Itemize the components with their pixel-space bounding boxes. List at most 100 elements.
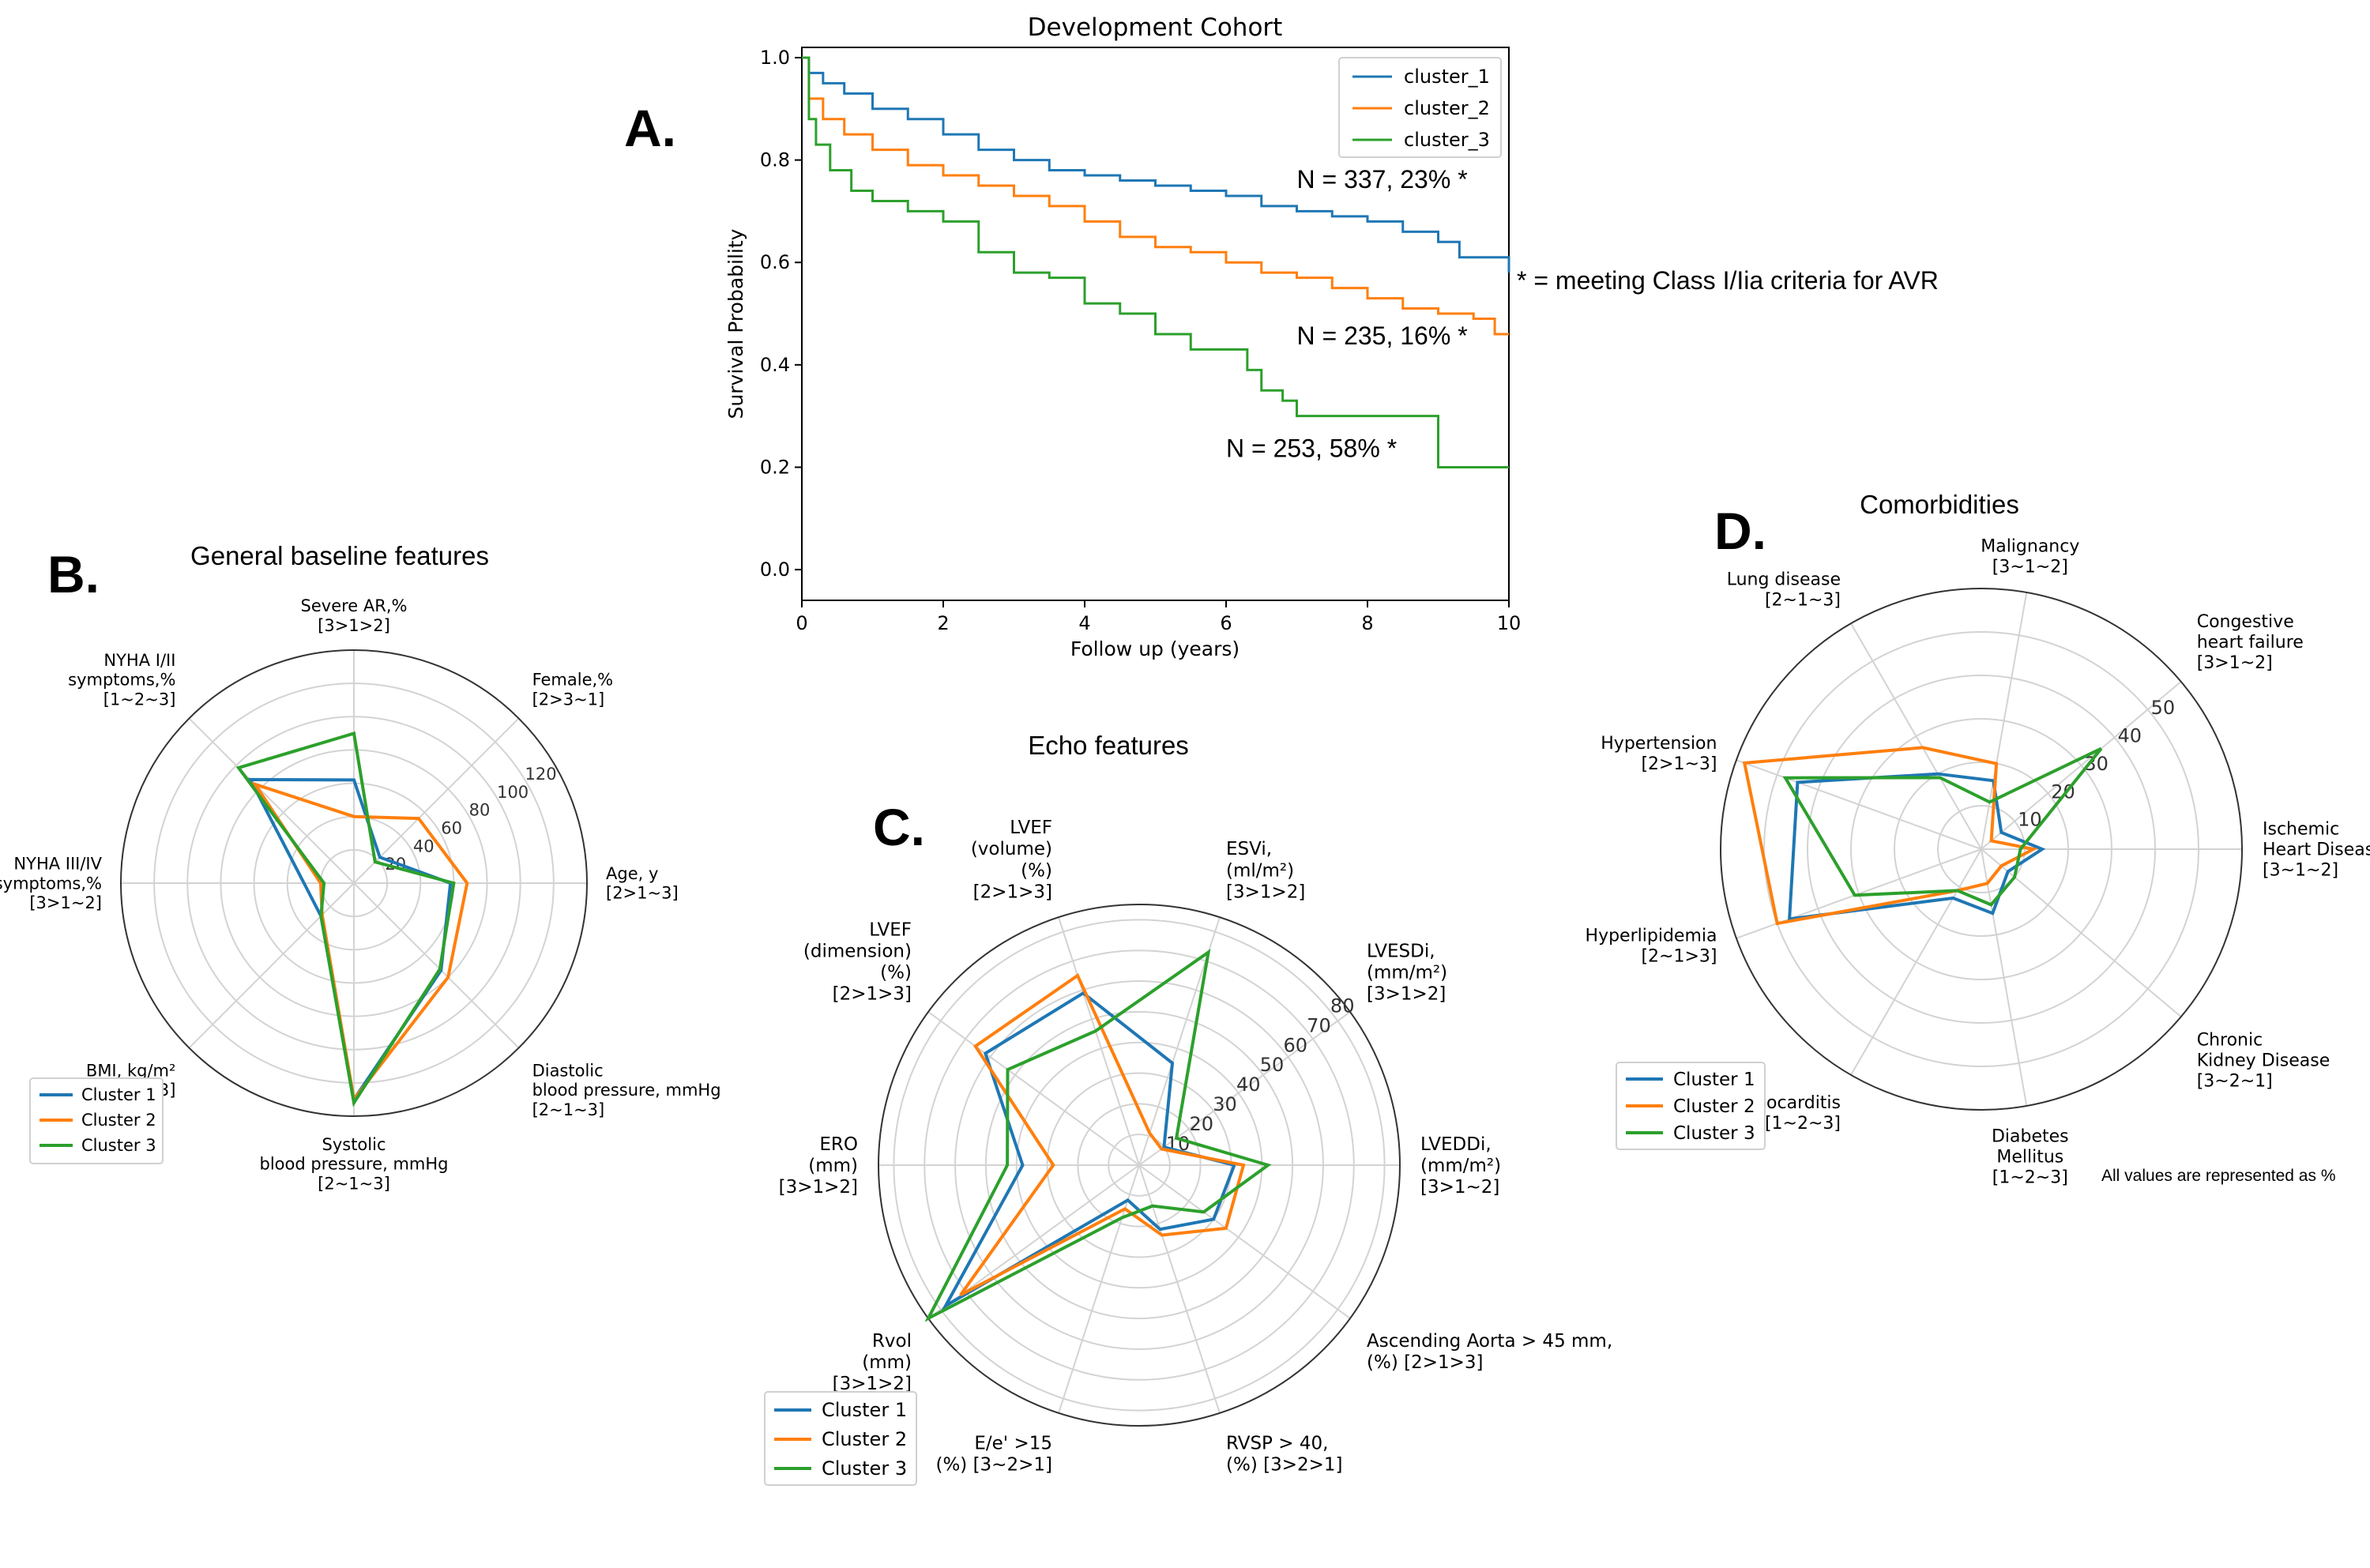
axis-label: RVSP > 40, (%) [3>2>1] [1226,1433,1343,1475]
x-tick-label: 8 [1361,612,1373,634]
legend: Cluster 1 Cluster 2 Cluster 3 [1616,1062,1766,1150]
outer-ring [878,904,1401,1427]
panel-a-label: A. [624,99,676,157]
outer-ring [1720,588,2243,1111]
spoke [927,1164,1140,1319]
y-tick-label: 0.8 [760,149,790,171]
km-curve-cluster_1 [802,56,1510,273]
curve-annotation: N = 235, 16% * [1297,321,1468,350]
axis-label: Systolic blood pressure, mmHg [2~1~3] [260,1135,449,1194]
radar-series-cluster-1 [247,777,453,1104]
legend-label: cluster_2 [1404,97,1490,119]
survival-plot: A. Development Cohort 0 2 4 6 8 10 0.0 0.2 0.4 0… [624,13,1939,660]
chart-title: General baseline features [190,541,489,570]
legend: Cluster 1 Cluster 2 Cluster 3 [29,1077,164,1164]
legend-label: Cluster 1 [81,1085,156,1104]
spoke [1736,759,1982,850]
axis-label: Chronic Kidney Disease [3~2~1] [2197,1031,2330,1092]
x-tick-label: 6 [1220,612,1232,634]
radar-series-cluster-3 [1782,746,2103,907]
y-tick-label: 0.6 [760,251,790,273]
r-tick-label: 70 [1307,1014,1331,1036]
r-tick-label: 40 [2118,725,2142,747]
chart-title: Comorbidities [1860,490,2019,519]
spoke [1981,848,2028,1107]
axis-label: Diabetes Mellitus [1~2~3] [1992,1126,2069,1187]
spoke [1058,916,1140,1166]
radar-general-baseline: B. General baseline features 20406080100… [0,541,721,1193]
legend-label: Cluster 3 [822,1457,907,1480]
r-tick-label: 40 [1236,1074,1261,1096]
y-tick-label: 0.0 [760,558,790,581]
y-tick-label: 1.0 [760,47,790,69]
spoke [188,717,355,884]
chart-title: Development Cohort [1028,13,1283,42]
panel-c-label: C. [873,798,925,856]
legend-label: cluster_1 [1404,66,1490,88]
axis-label: Congestive heart failure [3>1~2] [2197,612,2304,673]
spoke [188,882,355,1049]
chart-title: Echo features [1028,731,1189,760]
x-tick-label: 2 [937,612,949,634]
axis-label: ERO (mm) [3>1>2] [779,1134,858,1198]
spoke [353,717,520,884]
legend-label: cluster_3 [1404,129,1490,151]
curve-annotation: N = 337, 23% * [1297,165,1468,194]
panel-b-label: B. [47,545,100,604]
axis-label: ESVi, (ml/m²) [3>1>2] [1226,839,1305,902]
radar-series-cluster-3 [924,949,1272,1322]
spoke [927,1011,1140,1166]
legend-label: Cluster 3 [81,1136,156,1155]
x-tick-label: 0 [796,612,807,634]
axis-label: NYHA I/II symptoms,% [1~2~3] [68,651,175,709]
spoke [1981,592,2028,850]
spoke [1138,1011,1351,1166]
axis-label: Lung disease [2~1~3] [1727,570,1841,611]
footnote: * = meeting Class I/Iia criteria for AVR [1517,266,1939,295]
legend-label: Cluster 3 [1673,1123,1755,1144]
legend: cluster_1 cluster_2 cluster_3 [1338,57,1502,158]
axis-label: E/e' >15 (%) [3~2>1] [935,1433,1052,1475]
axis-label: Hypertension [2>1~3] [1601,734,1717,774]
r-tick-label: 80 [1330,995,1355,1017]
legend-label: Cluster 2 [1673,1096,1755,1117]
legend-label: Cluster 2 [822,1428,907,1450]
curve-annotation: N = 253, 58% * [1226,434,1397,463]
radar-series-cluster-2 [250,781,469,1104]
axis-label: Hyperlipidemia [2~1>3] [1586,926,1717,966]
r-tick-label: 100 [497,783,529,802]
axis-label: Rvol (mm) [3>1>2] [833,1331,912,1394]
r-tick-label: 30 [1213,1093,1237,1115]
legend-label: Cluster 1 [822,1399,907,1421]
y-tick-label: 0.4 [760,354,790,376]
axis-label: Diastolic blood pressure, mmHg [2~1~3] [532,1061,721,1119]
axis-label: LVEF (dimension) (%) [2>1>3] [803,919,912,1004]
panel-d-label: D. [1714,502,1766,560]
axis-label: Severe AR,% [3>1>2] [301,596,408,635]
y-axis-label: Survival Probability [724,228,747,419]
r-tick-label: 60 [1283,1034,1307,1056]
outer-ring [120,649,588,1117]
x-axis-label: Follow up (years) [1070,637,1240,660]
radar-series-cluster-3 [235,731,456,1107]
radar-series-cluster-1 [941,991,1237,1310]
axis-label: LVEF (volume) (%) [2>1>3] [971,818,1052,902]
r-tick-label: 50 [2151,697,2176,719]
spoke [1138,1164,1351,1319]
footnote: All values are represented as % [2101,1167,2336,1185]
spoke [1850,848,1982,1076]
spoke [353,882,520,1049]
radar-series-cluster-2 [1742,746,2038,926]
x-tick-label: 10 [1497,612,1522,634]
r-tick-label: 20 [1189,1113,1213,1135]
plot-frame [801,47,1510,601]
axis-label: Ascending Aorta > 45 mm, (%) [2>1>3] [1367,1331,1612,1373]
axis-label: Malignancy [3~1~2] [1981,536,2079,577]
km-curve-cluster_2 [802,56,1509,336]
axis-label: LVESDi, (mm/m²) [3>1>2] [1367,941,1447,1004]
r-tick-label: 50 [1260,1054,1285,1076]
radar-echo-features: C. Echo features 1020304050607080LVEDDi,… [764,731,1612,1486]
spoke [1058,1164,1140,1414]
